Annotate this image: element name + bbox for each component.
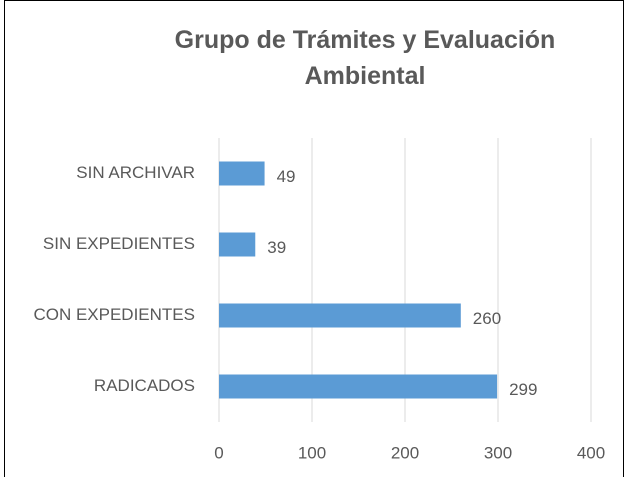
y-tick-label: SIN EXPEDIENTES (43, 234, 195, 253)
bar (219, 161, 265, 186)
bar (219, 303, 461, 328)
y-tick-label: CON EXPEDIENTES (33, 305, 195, 324)
data-label: 49 (277, 167, 296, 186)
data-label: 299 (509, 380, 537, 399)
y-tick-label: SIN ARCHIVAR (76, 163, 195, 182)
x-tick-label: 0 (214, 443, 223, 462)
data-label: 260 (473, 309, 501, 328)
x-tick-label: 400 (577, 443, 605, 462)
chart-title: Grupo de Trámites y Evaluación Ambiental (174, 26, 556, 90)
x-tick-label: 300 (484, 443, 512, 462)
bar (219, 232, 256, 257)
x-tick-label: 200 (391, 443, 419, 462)
y-tick-label: RADICADOS (94, 376, 195, 395)
x-tick-label: 100 (298, 443, 326, 462)
data-label: 39 (267, 238, 286, 257)
frame (4, 0, 624, 477)
bar (219, 374, 498, 399)
